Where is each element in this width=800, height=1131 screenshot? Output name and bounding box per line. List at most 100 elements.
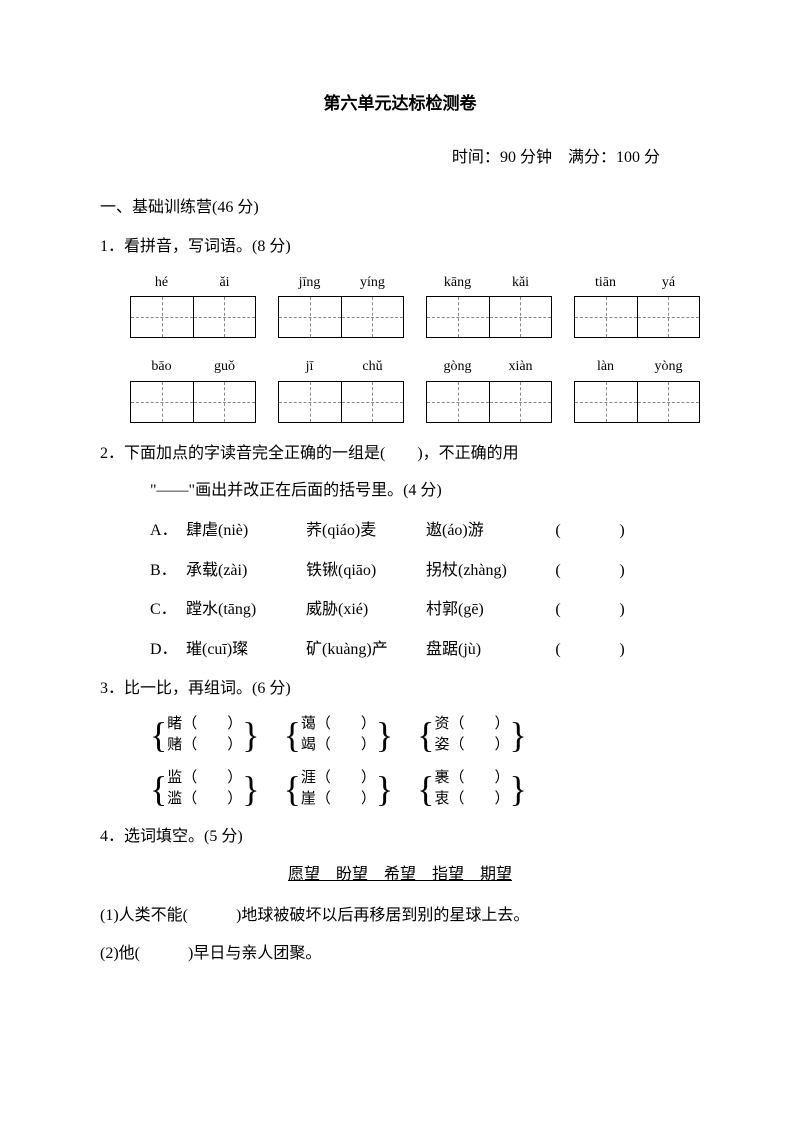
paren-open: (	[546, 597, 570, 623]
pinyin: kǎi	[489, 272, 552, 294]
word: 肆虐(niè)	[186, 518, 306, 544]
brace-left-icon: {	[417, 721, 434, 750]
pinyin: yòng	[637, 356, 700, 378]
brace-right-icon: }	[509, 721, 526, 750]
question-4: 4．选词填空。(5 分) 愿望 盼望 希望 指望 期望 (1)人类不能( )地球…	[100, 824, 700, 966]
q1-row-1: héǎi jīngyíng kāngkǎi tiānyá	[130, 272, 700, 338]
word: 铁锹(qiāo)	[306, 558, 426, 584]
word: 璀(cuī)璨	[186, 637, 306, 663]
pinyin: guǒ	[193, 356, 256, 378]
brace-right-icon: }	[509, 775, 526, 804]
pinyin: ǎi	[193, 272, 256, 294]
option-label: D．	[150, 637, 186, 663]
word: 矿(kuàng)产	[306, 637, 426, 663]
q2-options: A． 肆虐(niè) 荞(qiáo)麦 遨(áo)游 () B． 承载(zài)…	[150, 518, 700, 662]
pinyin: yá	[637, 272, 700, 294]
q4-sub-2: (2)他( )早日与亲人团聚。	[100, 941, 700, 967]
brace-left-icon: {	[284, 775, 301, 804]
option-c[interactable]: C． 蹚水(tāng) 威胁(xié) 村郭(gē) ()	[150, 597, 700, 623]
word: 村郭(gē)	[426, 597, 546, 623]
paren-close: )	[610, 637, 634, 663]
paren-close: )	[610, 518, 634, 544]
option-b[interactable]: B． 承载(zài) 铁锹(qiāo) 拐杖(zhàng) ()	[150, 558, 700, 584]
option-label: B．	[150, 558, 186, 584]
brace-group: { 蔼（ ）竭（ ） }	[284, 714, 394, 756]
brace-group: { 睹（ ）赌（ ） }	[150, 714, 260, 756]
word: 承载(zài)	[186, 558, 306, 584]
brace-right-icon: }	[376, 775, 393, 804]
pinyin-group: jīchǔ	[278, 356, 404, 422]
pinyin: bāo	[130, 356, 193, 378]
brace-left-icon: {	[417, 775, 434, 804]
char-box[interactable]	[278, 381, 404, 423]
question-3: 3．比一比，再组词。(6 分) { 睹（ ）赌（ ） } { 蔼（ ）竭（ ） …	[100, 676, 700, 810]
paren-close: )	[610, 597, 634, 623]
score-value: 100 分	[616, 149, 660, 166]
pinyin-group: gòngxiàn	[426, 356, 552, 422]
pinyin-group: bāoguǒ	[130, 356, 256, 422]
pinyin: kāng	[426, 272, 489, 294]
word: 盘踞(jù)	[426, 637, 546, 663]
pinyin: jī	[278, 356, 341, 378]
q3-prompt: 3．比一比，再组词。(6 分)	[100, 676, 700, 702]
pinyin: hé	[130, 272, 193, 294]
char-box[interactable]	[426, 296, 552, 338]
q1-prompt: 1．看拼音，写词语。(8 分)	[100, 234, 700, 260]
brace-group: { 涯（ ）崖（ ） }	[284, 768, 394, 810]
char-box[interactable]	[130, 381, 256, 423]
option-label: C．	[150, 597, 186, 623]
brace-left-icon: {	[150, 775, 167, 804]
option-d[interactable]: D． 璀(cuī)璨 矿(kuàng)产 盘踞(jù) ()	[150, 637, 700, 663]
pair-bot: 衷（ ）	[434, 789, 509, 810]
pinyin-group: jīngyíng	[278, 272, 404, 338]
word: 威胁(xié)	[306, 597, 426, 623]
brace-group: { 监（ ）滥（ ） }	[150, 768, 260, 810]
pinyin: yíng	[341, 272, 404, 294]
q3-row-2: { 监（ ）滥（ ） } { 涯（ ）崖（ ） } { 裹（ ）衷（ ） }	[150, 768, 700, 810]
char-box[interactable]	[278, 296, 404, 338]
q4-sub-1: (1)人类不能( )地球被破坏以后再移居到别的星球上去。	[100, 903, 700, 929]
question-2: 2．下面加点的字读音完全正确的一组是( )，不正确的用 "——"画出并改正在后面…	[100, 441, 700, 663]
pair-top: 涯（ ）	[301, 768, 376, 789]
meta-line: 时间：90 分钟 满分：100 分	[100, 145, 700, 171]
pair-bot: 竭（ ）	[301, 735, 376, 756]
score-label: 满分：	[568, 149, 616, 166]
char-box[interactable]	[426, 381, 552, 423]
char-box[interactable]	[574, 296, 700, 338]
pinyin-group: lànyòng	[574, 356, 700, 422]
word: 拐杖(zhàng)	[426, 558, 546, 584]
paren-open: (	[546, 637, 570, 663]
option-label: A．	[150, 518, 186, 544]
pinyin: tiān	[574, 272, 637, 294]
paren-close: )	[610, 558, 634, 584]
option-a[interactable]: A． 肆虐(niè) 荞(qiáo)麦 遨(áo)游 ()	[150, 518, 700, 544]
pair-bot: 赌（ ）	[167, 735, 242, 756]
pair-bot: 滥（ ）	[167, 789, 242, 810]
pinyin: chǔ	[341, 356, 404, 378]
word: 蹚水(tāng)	[186, 597, 306, 623]
q1-row-2: bāoguǒ jīchǔ gòngxiàn lànyòng	[130, 356, 700, 422]
q4-prompt: 4．选词填空。(5 分)	[100, 824, 700, 850]
q2-prompt-b: "——"画出并改正在后面的括号里。(4 分)	[150, 478, 700, 504]
brace-right-icon: }	[376, 721, 393, 750]
char-box[interactable]	[574, 381, 700, 423]
pair-top: 睹（ ）	[167, 714, 242, 735]
pinyin: xiàn	[489, 356, 552, 378]
brace-right-icon: }	[242, 775, 259, 804]
char-box[interactable]	[130, 296, 256, 338]
pinyin-group: kāngkǎi	[426, 272, 552, 338]
q2-prompt-a: 2．下面加点的字读音完全正确的一组是( )，不正确的用	[100, 441, 700, 467]
pair-top: 资（ ）	[434, 714, 509, 735]
pair-bot: 姿（ ）	[434, 735, 509, 756]
brace-right-icon: }	[242, 721, 259, 750]
question-1: 1．看拼音，写词语。(8 分) héǎi jīngyíng kāngkǎi ti…	[100, 234, 700, 422]
pinyin-group: tiānyá	[574, 272, 700, 338]
pinyin: gòng	[426, 356, 489, 378]
word: 荞(qiáo)麦	[306, 518, 426, 544]
page-title: 第六单元达标检测卷	[100, 90, 700, 117]
pinyin-group: héǎi	[130, 272, 256, 338]
brace-left-icon: {	[284, 721, 301, 750]
brace-group: { 裹（ ）衷（ ） }	[417, 768, 527, 810]
q4-word-bank: 愿望 盼望 希望 指望 期望	[100, 862, 700, 888]
time-label: 时间：	[452, 149, 500, 166]
